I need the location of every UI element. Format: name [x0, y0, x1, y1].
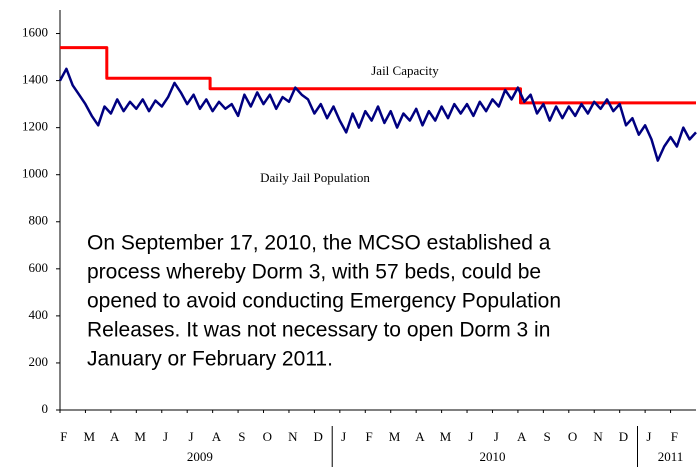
year-label: 2009: [187, 449, 213, 464]
x-tick-label: F: [671, 429, 678, 444]
annotation-line: Releases. It was not necessary to open D…: [87, 319, 550, 342]
y-tick-label: 200: [29, 354, 49, 369]
x-tick-label: D: [314, 429, 323, 444]
x-tick-label: F: [365, 429, 372, 444]
y-tick-label: 1000: [22, 166, 48, 181]
x-tick-label: J: [163, 429, 168, 444]
series-label: Daily Jail Population: [260, 170, 370, 185]
x-tick-label: D: [619, 429, 628, 444]
x-tick-label: M: [83, 429, 95, 444]
series-line: [60, 46, 696, 105]
x-tick-label: M: [389, 429, 401, 444]
annotation-line: opened to avoid conducting Emergency Pop…: [87, 290, 561, 313]
x-tick-label: A: [415, 429, 425, 444]
annotation-line: process whereby Dorm 3, with 57 beds, co…: [87, 261, 541, 284]
x-tick-label: A: [110, 429, 120, 444]
x-tick-label: J: [468, 429, 473, 444]
x-tick-label: S: [544, 429, 551, 444]
y-tick-label: 800: [29, 213, 49, 228]
year-label: 2010: [479, 449, 505, 464]
x-tick-label: S: [238, 429, 245, 444]
x-tick-label: N: [288, 429, 298, 444]
x-tick-label: J: [188, 429, 193, 444]
y-tick-label: 1200: [22, 119, 48, 134]
x-tick-label: A: [212, 429, 222, 444]
annotation-line: January or February 2011.: [87, 348, 333, 371]
y-tick-label: 400: [29, 307, 49, 322]
x-tick-label: M: [440, 429, 452, 444]
series-line: [58, 67, 697, 162]
y-tick-label: 600: [29, 260, 49, 275]
x-tick-label: O: [568, 429, 577, 444]
x-tick-label: O: [263, 429, 272, 444]
y-tick-label: 1600: [22, 25, 48, 40]
x-tick-label: A: [517, 429, 527, 444]
x-tick-label: J: [494, 429, 499, 444]
x-tick-label: N: [593, 429, 603, 444]
series-label: Jail Capacity: [371, 63, 439, 78]
annotation-line: On September 17, 2010, the MCSO establis…: [87, 232, 551, 255]
y-tick-label: 1400: [22, 72, 48, 87]
x-tick-label: J: [646, 429, 651, 444]
year-label: 2011: [658, 449, 684, 464]
x-tick-label: M: [134, 429, 146, 444]
x-tick-label: J: [341, 429, 346, 444]
y-tick-label: 0: [42, 401, 49, 416]
x-tick-label: F: [60, 429, 67, 444]
